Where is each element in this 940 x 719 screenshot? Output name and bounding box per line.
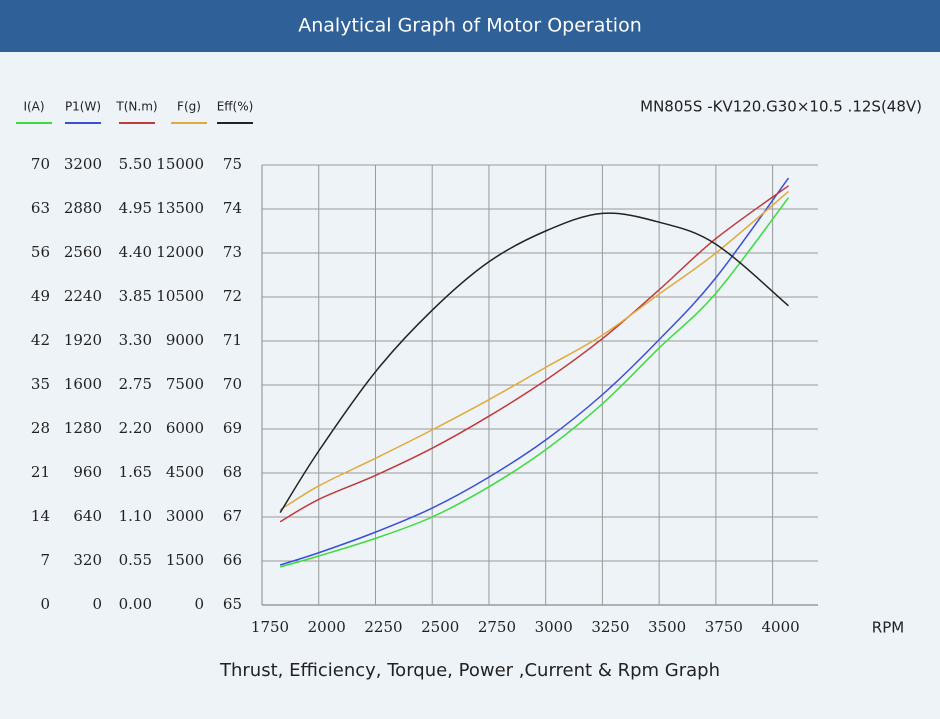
y-tick-label: 2880 [64, 199, 102, 217]
y-tick-label: 0 [40, 595, 50, 613]
y-tick-label: 69 [223, 419, 242, 437]
legend-label: P1(W) [65, 100, 101, 114]
y-tick-label: 1920 [64, 331, 102, 349]
y-tick-label: 70 [31, 155, 50, 173]
x-tick-label: 3500 [648, 618, 686, 636]
x-tick-label: 3750 [705, 618, 743, 636]
x-tick-label: 3250 [591, 618, 629, 636]
y-tick-label: 1500 [166, 551, 204, 569]
x-axis-label: RPM [872, 619, 904, 637]
y-tick-label: 10500 [156, 287, 204, 305]
y-tick-label: 6000 [166, 419, 204, 437]
legend-label: F(g) [177, 100, 201, 114]
caption: Thrust, Efficiency, Torque, Power ,Curre… [219, 660, 720, 681]
y-tick-label: 1.65 [119, 463, 152, 481]
x-tick-label: 2750 [478, 618, 516, 636]
x-tick-label: 1750 [251, 618, 289, 636]
x-tick-label: 3000 [535, 618, 573, 636]
legend-label: T(N.m) [115, 100, 157, 114]
x-tick-label: 2250 [364, 618, 402, 636]
y-tick-label: 12000 [156, 243, 204, 261]
y-tick-label: 640 [73, 507, 102, 525]
y-tick-label: 72 [223, 287, 242, 305]
y-tick-label: 15000 [156, 155, 204, 173]
y-tick-label: 56 [31, 243, 50, 261]
y-tick-label: 14 [31, 507, 50, 525]
y-tick-label: 67 [223, 507, 242, 525]
y-tick-label: 4.95 [119, 199, 152, 217]
y-tick-label: 2.75 [119, 375, 152, 393]
y-tick-label: 28 [31, 419, 50, 437]
y-tick-label: 3000 [166, 507, 204, 525]
series-line [279, 185, 789, 523]
y-tick-label: 68 [223, 463, 242, 481]
series-line [279, 177, 790, 566]
y-tick-label: 65 [223, 595, 242, 613]
y-tick-label: 49 [31, 287, 50, 305]
y-tick-label: 74 [223, 199, 242, 217]
y-tick-label: 13500 [156, 199, 204, 217]
y-tick-label: 0.00 [119, 595, 152, 613]
x-tick-label: 2500 [421, 618, 459, 636]
y-tick-label: 1280 [64, 419, 102, 437]
y-tick-label: 3.85 [119, 287, 152, 305]
y-tick-label: 73 [223, 243, 242, 261]
x-tick-label: 4000 [762, 618, 800, 636]
y-tick-label: 35 [31, 375, 50, 393]
y-tick-label: 4.40 [119, 243, 152, 261]
y-tick-label: 4500 [166, 463, 204, 481]
y-tick-label: 0.55 [119, 551, 152, 569]
y-tick-label: 320 [73, 551, 102, 569]
y-tick-label: 0 [194, 595, 204, 613]
y-tick-label: 5.50 [119, 155, 152, 173]
y-tick-label: 66 [223, 551, 242, 569]
y-tick-label: 1600 [64, 375, 102, 393]
y-tick-label: 75 [223, 155, 242, 173]
x-tick-label: 2000 [308, 618, 346, 636]
y-tick-label: 42 [31, 331, 50, 349]
y-tick-label: 7 [40, 551, 50, 569]
subtitle: MN805S -KV120.G30×10.5 .12S(48V) [640, 98, 922, 116]
series-line [279, 197, 790, 568]
series-line [279, 212, 789, 513]
y-tick-label: 1.10 [119, 507, 152, 525]
y-tick-label: 2240 [64, 287, 102, 305]
chart-title: Analytical Graph of Motor Operation [298, 15, 642, 37]
y-tick-label: 63 [31, 199, 50, 217]
y-tick-label: 9000 [166, 331, 204, 349]
y-tick-label: 21 [31, 463, 50, 481]
y-tick-label: 2.20 [119, 419, 152, 437]
y-tick-label: 3.30 [119, 331, 152, 349]
series-line [279, 190, 789, 511]
y-tick-label: 3200 [64, 155, 102, 173]
y-tick-label: 960 [73, 463, 102, 481]
legend-label: Eff(%) [217, 100, 254, 114]
header-bar [0, 0, 940, 52]
y-tick-label: 7500 [166, 375, 204, 393]
legend-label: I(A) [23, 100, 44, 114]
y-tick-label: 70 [223, 375, 242, 393]
y-tick-label: 71 [223, 331, 242, 349]
y-tick-label: 0 [92, 595, 102, 613]
y-tick-label: 2560 [64, 243, 102, 261]
